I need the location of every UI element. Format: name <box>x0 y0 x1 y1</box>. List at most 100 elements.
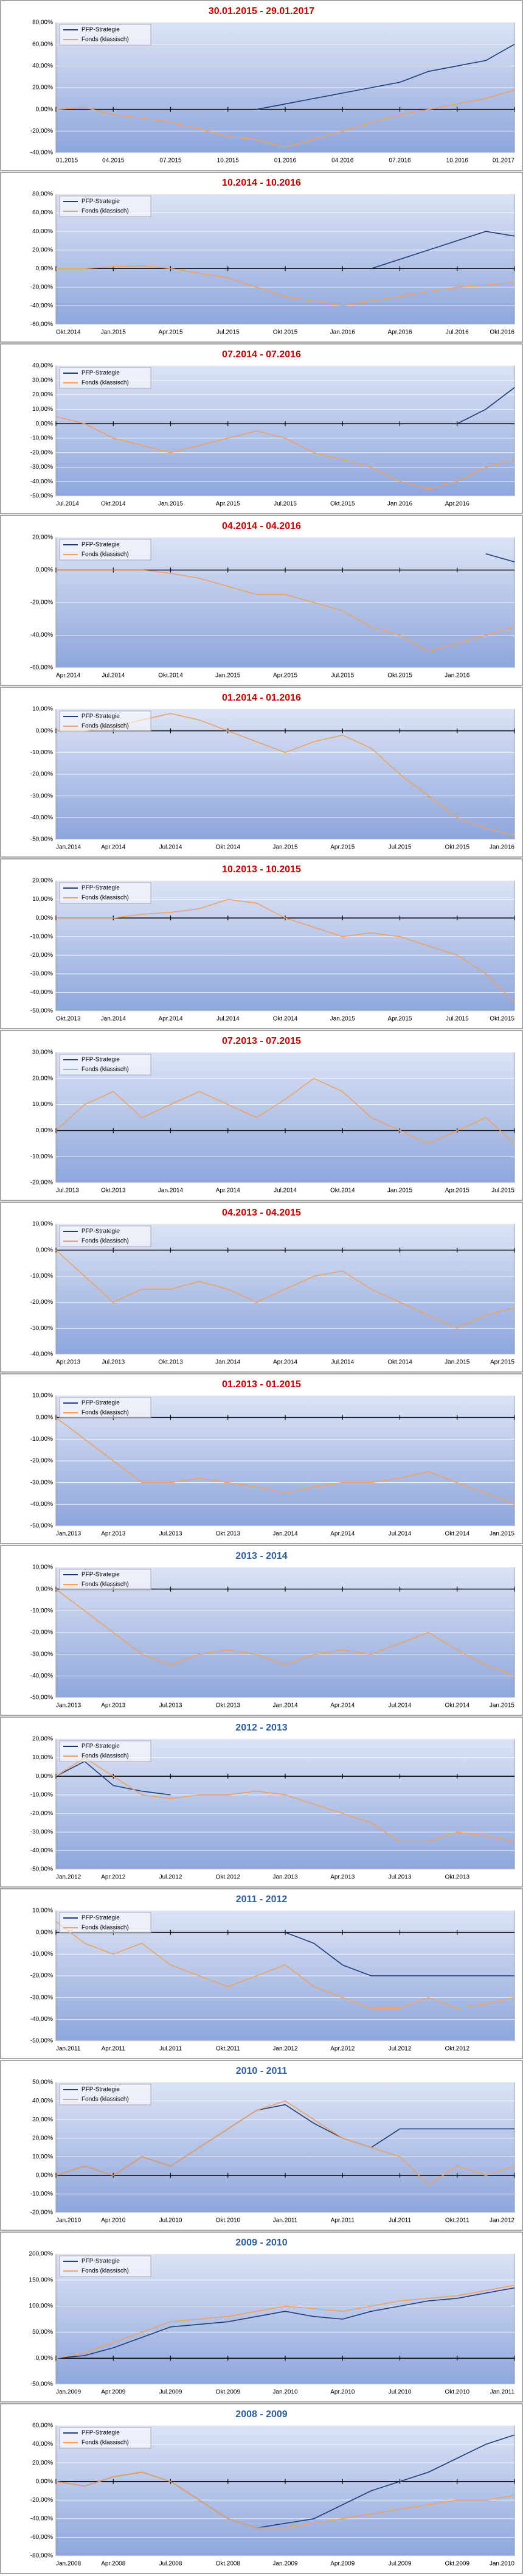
y-tick-label: -50,00% <box>30 2381 53 2388</box>
y-tick-label: -10,00% <box>30 1951 53 1958</box>
y-tick-label: 10,00% <box>32 706 53 713</box>
y-tick-label: 0,00% <box>36 421 53 427</box>
legend-label: PFP-Strategie <box>81 885 120 892</box>
legend: PFP-Strategie Fonds (klassisch) <box>59 2255 151 2277</box>
y-tick-label: -40,00% <box>30 478 53 485</box>
x-tick-label: Jul.2014 <box>216 1016 240 1023</box>
x-tick-label: Okt.2011 <box>216 2046 240 2053</box>
y-tick-label: -20,00% <box>30 284 53 290</box>
legend-label: PFP-Strategie <box>81 370 120 377</box>
x-tick-label: Jul.2009 <box>159 2389 182 2396</box>
x-tick-label: Apr.2010 <box>101 2217 125 2224</box>
y-tick-label: -20,00% <box>30 600 53 606</box>
x-tick-label: Apr.2013 <box>330 1874 355 1881</box>
y-tick-label: 40,00% <box>32 2441 53 2448</box>
legend: PFP-Strategie Fonds (klassisch) <box>59 1054 151 1076</box>
y-tick-label: 20,00% <box>32 878 53 884</box>
y-tick-label: 0,00% <box>36 567 53 573</box>
y-tick-label: -20,00% <box>30 449 53 456</box>
y-tick-label: 10,00% <box>32 1393 53 1399</box>
x-tick-label: Apr.2015 <box>216 501 240 508</box>
x-tick-label: Jan.2010 <box>490 2561 515 2567</box>
x-tick-label: 04.2016 <box>331 158 354 164</box>
y-tick-label: -30,00% <box>30 1829 53 1835</box>
x-tick-label: 01.2015 <box>56 158 78 164</box>
legend-label: Fonds (klassisch) <box>81 1238 129 1245</box>
chart-title: 10.2013 - 10.2015 <box>222 864 301 875</box>
legend: PFP-Strategie Fonds (klassisch) <box>59 1225 151 1247</box>
y-tick-label: -20,00% <box>30 1973 53 1979</box>
y-tick-label: -30,00% <box>30 970 53 977</box>
y-tick-label: 50,00% <box>32 2329 53 2336</box>
y-tick-label: -10,00% <box>30 749 53 756</box>
x-tick-label: 10.2016 <box>446 158 469 164</box>
chart-panel: 2009 - 2010 200,00% 150,00% 100,00% 50,00% 0,… <box>0 2231 523 2403</box>
legend-label: PFP-Strategie <box>81 1572 120 1578</box>
x-tick-label: Jan.2014 <box>158 1188 184 1194</box>
y-tick-label: 20,00% <box>32 1075 53 1082</box>
y-tick-label: 60,00% <box>32 2423 53 2429</box>
y-tick-label: 40,00% <box>32 363 53 369</box>
x-tick-label: Okt.2014 <box>215 844 240 851</box>
legend-label: Fonds (klassisch) <box>81 1925 129 1931</box>
y-tick-label: -20,00% <box>30 1180 53 1186</box>
x-tick-label: Apr.2015 <box>490 1359 514 1366</box>
legend-box <box>59 882 151 904</box>
series-line <box>55 2100 515 2185</box>
x-tick-label: Okt.2013 <box>445 1874 469 1881</box>
chart-panel: 10.2013 - 10.2015 20,00% 10,00% 0,00% -10,00… <box>0 858 523 1029</box>
series-line <box>55 2471 515 2529</box>
chart-title: 2008 - 2009 <box>235 2409 288 2420</box>
y-tick-label: -20,00% <box>30 1629 53 1636</box>
x-tick-label: Apr.2010 <box>330 2389 355 2396</box>
y-tick-label: 20,00% <box>32 247 53 253</box>
x-tick-label: Apr.2009 <box>101 2389 125 2396</box>
y-tick-label: 0,00% <box>36 1414 53 1421</box>
legend-box <box>59 24 151 46</box>
y-tick-label: 60,00% <box>32 209 53 216</box>
y-tick-label: 150,00% <box>29 2277 54 2283</box>
x-tick-label: Apr.2014 <box>330 1531 355 1538</box>
y-tick-label: -30,00% <box>30 1651 53 1657</box>
x-tick-label: 10.2015 <box>217 158 240 164</box>
x-tick-label: Jan.2015 <box>158 501 184 508</box>
x-tick-label: Okt.2010 <box>445 2389 469 2396</box>
chart-title: 2010 - 2011 <box>236 2066 288 2076</box>
legend-label: Fonds (klassisch) <box>81 1753 129 1760</box>
x-tick-label: Apr.2015 <box>158 329 182 336</box>
y-tick-label: -50,00% <box>30 836 53 843</box>
x-tick-label: Jan.2013 <box>272 1874 298 1881</box>
x-tick-label: 07.2016 <box>389 158 411 164</box>
y-tick-label: -30,00% <box>30 1994 53 2001</box>
x-tick-label: Jul.2013 <box>159 1703 182 1709</box>
x-tick-label: Jan.2008 <box>56 2561 81 2567</box>
series-line <box>55 1757 515 1842</box>
x-tick-label: Jul.2014 <box>331 1359 354 1366</box>
series-line <box>56 569 515 653</box>
chart-panel: 07.2013 - 07.2015 30,00% 20,00% 10,00% 0,00%… <box>0 1030 523 1201</box>
y-tick-label: -10,00% <box>30 1791 53 1798</box>
series-line <box>55 1589 515 1677</box>
x-tick-label: Okt.2015 <box>387 673 412 679</box>
legend-label: Fonds (klassisch) <box>81 2268 129 2275</box>
chart-panel: 2010 - 2011 50,00% 40,00% 30,00% 20,00% 10,00… <box>0 2060 523 2231</box>
x-tick-label: Okt.2014 <box>445 1703 469 1709</box>
x-tick-label: Jan.2009 <box>56 2389 81 2396</box>
legend: PFP-Strategie Fonds (klassisch) <box>59 1397 151 1419</box>
x-tick-label: Okt.2013 <box>56 1016 81 1023</box>
x-tick-label: Jan.2011 <box>490 2389 515 2396</box>
y-tick-label: 0,00% <box>36 1773 53 1780</box>
legend-box <box>59 539 151 561</box>
series-line <box>56 265 515 307</box>
x-tick-label: Jan.2015 <box>272 844 298 851</box>
y-tick-label: 0,00% <box>36 2172 53 2179</box>
chart-panel: 2012 - 2013 20,00% 10,00% 0,00% -10,00% -20,0… <box>0 1717 523 1888</box>
y-tick-label: -50,00% <box>30 1523 53 1530</box>
x-tick-label: Apr.2014 <box>216 1188 240 1194</box>
chart-panel: 04.2013 - 04.2015 10,00% 0,00% -10,00% -20,0… <box>0 1202 523 1373</box>
series-line <box>256 44 515 110</box>
legend: PFP-Strategie Fonds (klassisch) <box>59 367 151 389</box>
legend-label: Fonds (klassisch) <box>81 1581 129 1588</box>
x-tick-label: Jul.2011 <box>389 2217 412 2224</box>
legend: PFP-Strategie Fonds (klassisch) <box>59 2427 151 2449</box>
